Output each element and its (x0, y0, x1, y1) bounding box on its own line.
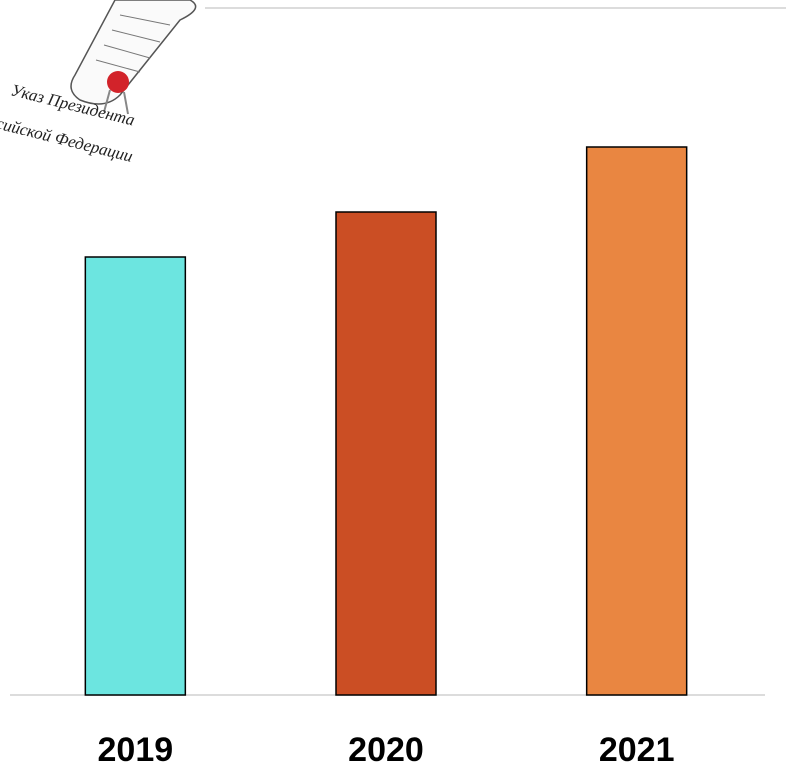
bar (84, 256, 187, 696)
bar (335, 211, 437, 696)
x-tick-label: 2019 (98, 731, 174, 769)
bar (585, 146, 688, 696)
x-tick-label: 2020 (348, 731, 424, 769)
decree-icon: Указ Президента сийской Федерации (0, 0, 197, 166)
x-tick-label: 2021 (599, 731, 675, 769)
